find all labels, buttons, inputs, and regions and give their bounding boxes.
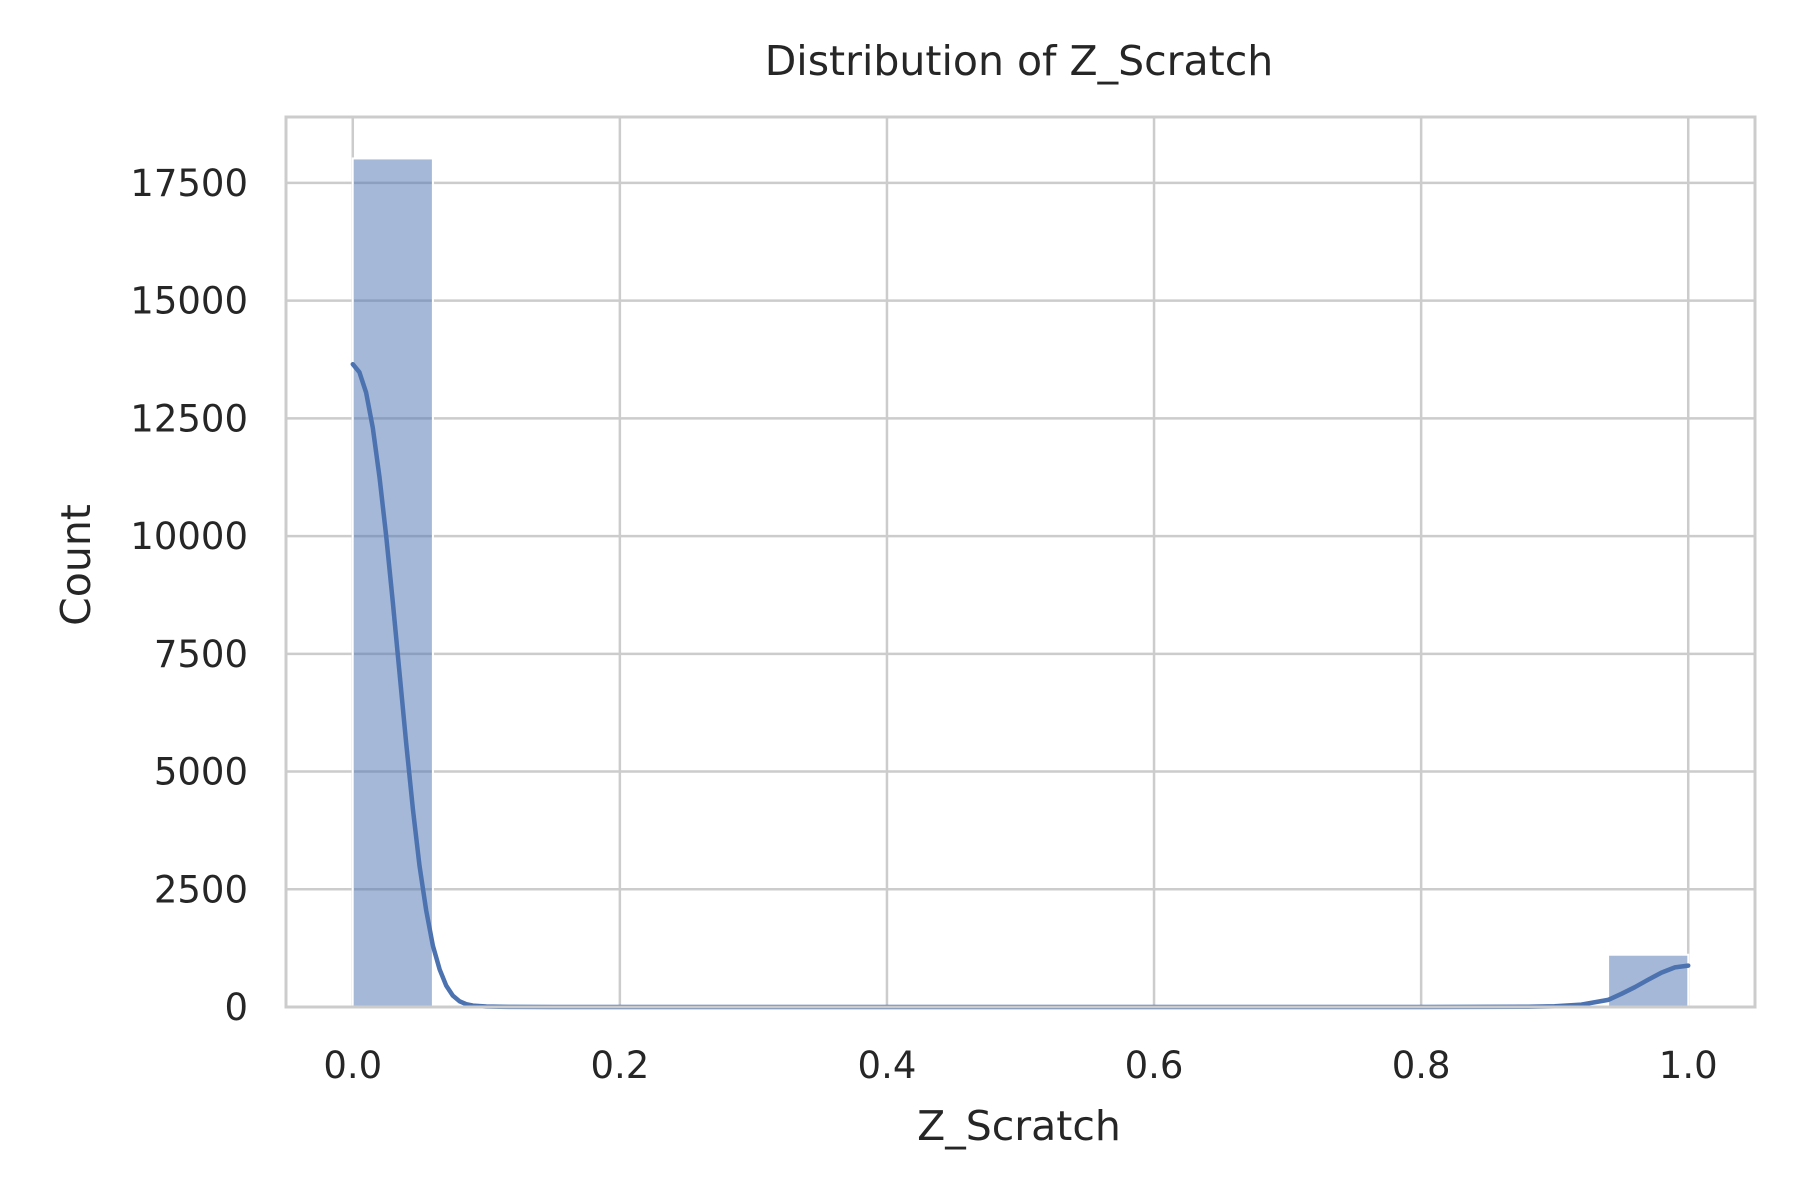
grid-layer <box>286 117 1755 1009</box>
y-tick-label-0: 0 <box>224 986 248 1029</box>
y-tick-label-5: 12500 <box>130 397 248 440</box>
x-tick-label-2: 0.4 <box>858 1044 917 1087</box>
x-tick-label-5: 1.0 <box>1659 1044 1718 1087</box>
x-tick-labels: 0.0 0.2 0.4 0.6 0.8 1.0 <box>323 1044 1717 1087</box>
x-tick-label-1: 0.2 <box>590 1044 649 1087</box>
x-axis-label: Z_Scratch <box>917 1102 1121 1150</box>
x-tick-label-0: 0.0 <box>323 1044 382 1087</box>
y-tick-label-2: 5000 <box>154 751 248 794</box>
chart-title: Distribution of Z_Scratch <box>765 37 1274 85</box>
y-tick-label-3: 7500 <box>154 633 248 676</box>
plot-frame <box>284 115 1757 1009</box>
y-tick-label-4: 10000 <box>130 515 248 558</box>
x-tick-label-4: 0.8 <box>1392 1044 1451 1087</box>
y-tick-labels: 0 2500 5000 7500 10000 12500 15000 17500 <box>130 162 248 1029</box>
y-tick-label-6: 15000 <box>130 280 248 323</box>
y-tick-label-1: 2500 <box>154 868 248 911</box>
y-axis-label: Count <box>52 504 100 626</box>
x-tick-label-3: 0.6 <box>1125 1044 1184 1087</box>
y-tick-label-7: 17500 <box>130 162 248 205</box>
